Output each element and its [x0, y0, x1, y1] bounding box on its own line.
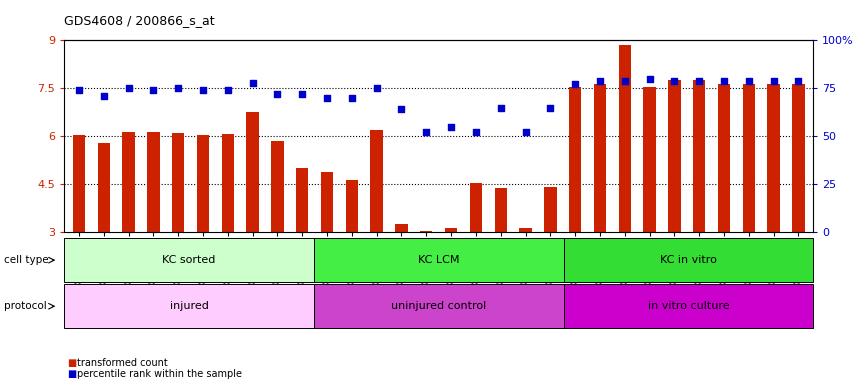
Bar: [569, 87, 581, 232]
Bar: [544, 187, 556, 232]
Text: cell type: cell type: [4, 255, 49, 265]
Bar: [717, 84, 730, 232]
Point: [792, 78, 805, 84]
Text: percentile rank within the sample: percentile rank within the sample: [77, 369, 242, 379]
Bar: [296, 168, 308, 232]
Bar: [172, 133, 185, 232]
Point: [97, 93, 110, 99]
Point: [345, 95, 359, 101]
Bar: [73, 135, 86, 232]
Point: [370, 85, 383, 91]
Point: [221, 87, 235, 93]
Bar: [767, 84, 780, 232]
Text: protocol: protocol: [4, 301, 47, 311]
Bar: [693, 80, 705, 232]
Bar: [520, 227, 532, 232]
Text: KC in vitro: KC in vitro: [660, 255, 716, 265]
Point: [767, 78, 781, 84]
Bar: [247, 112, 259, 232]
Bar: [669, 80, 681, 232]
Point: [246, 79, 259, 86]
Point: [519, 129, 532, 136]
Bar: [222, 134, 234, 232]
Point: [444, 124, 458, 130]
Text: ■: ■: [67, 369, 76, 379]
Bar: [445, 227, 457, 232]
Bar: [644, 87, 656, 232]
Point: [693, 78, 706, 84]
Bar: [470, 183, 482, 232]
Bar: [321, 172, 333, 232]
Point: [196, 87, 210, 93]
Point: [72, 87, 86, 93]
Point: [568, 81, 582, 88]
Text: KC sorted: KC sorted: [163, 255, 216, 265]
Point: [593, 78, 607, 84]
Point: [270, 91, 284, 97]
Point: [469, 129, 483, 136]
Point: [544, 104, 557, 111]
Point: [122, 85, 135, 91]
Bar: [98, 143, 110, 232]
Bar: [271, 141, 283, 232]
Bar: [742, 84, 755, 232]
Point: [320, 95, 334, 101]
Point: [643, 76, 657, 82]
Text: GDS4608 / 200866_s_at: GDS4608 / 200866_s_at: [64, 14, 215, 27]
Point: [146, 87, 160, 93]
Text: injured: injured: [169, 301, 209, 311]
Text: in vitro culture: in vitro culture: [647, 301, 729, 311]
Bar: [122, 131, 135, 232]
Text: transformed count: transformed count: [77, 358, 168, 368]
Bar: [197, 135, 209, 232]
Point: [717, 78, 731, 84]
Point: [494, 104, 508, 111]
Bar: [594, 84, 606, 232]
Text: ■: ■: [67, 358, 76, 368]
Bar: [420, 231, 432, 232]
Bar: [147, 132, 160, 232]
Text: uninjured control: uninjured control: [391, 301, 486, 311]
Point: [742, 78, 756, 84]
Bar: [619, 45, 631, 232]
Point: [419, 129, 433, 136]
Point: [618, 78, 632, 84]
Point: [395, 106, 408, 113]
Bar: [395, 224, 407, 232]
Point: [295, 91, 309, 97]
Text: KC LCM: KC LCM: [418, 255, 460, 265]
Bar: [792, 84, 805, 232]
Point: [171, 85, 185, 91]
Bar: [371, 130, 383, 232]
Bar: [495, 188, 507, 232]
Point: [668, 78, 681, 84]
Bar: [346, 180, 358, 232]
